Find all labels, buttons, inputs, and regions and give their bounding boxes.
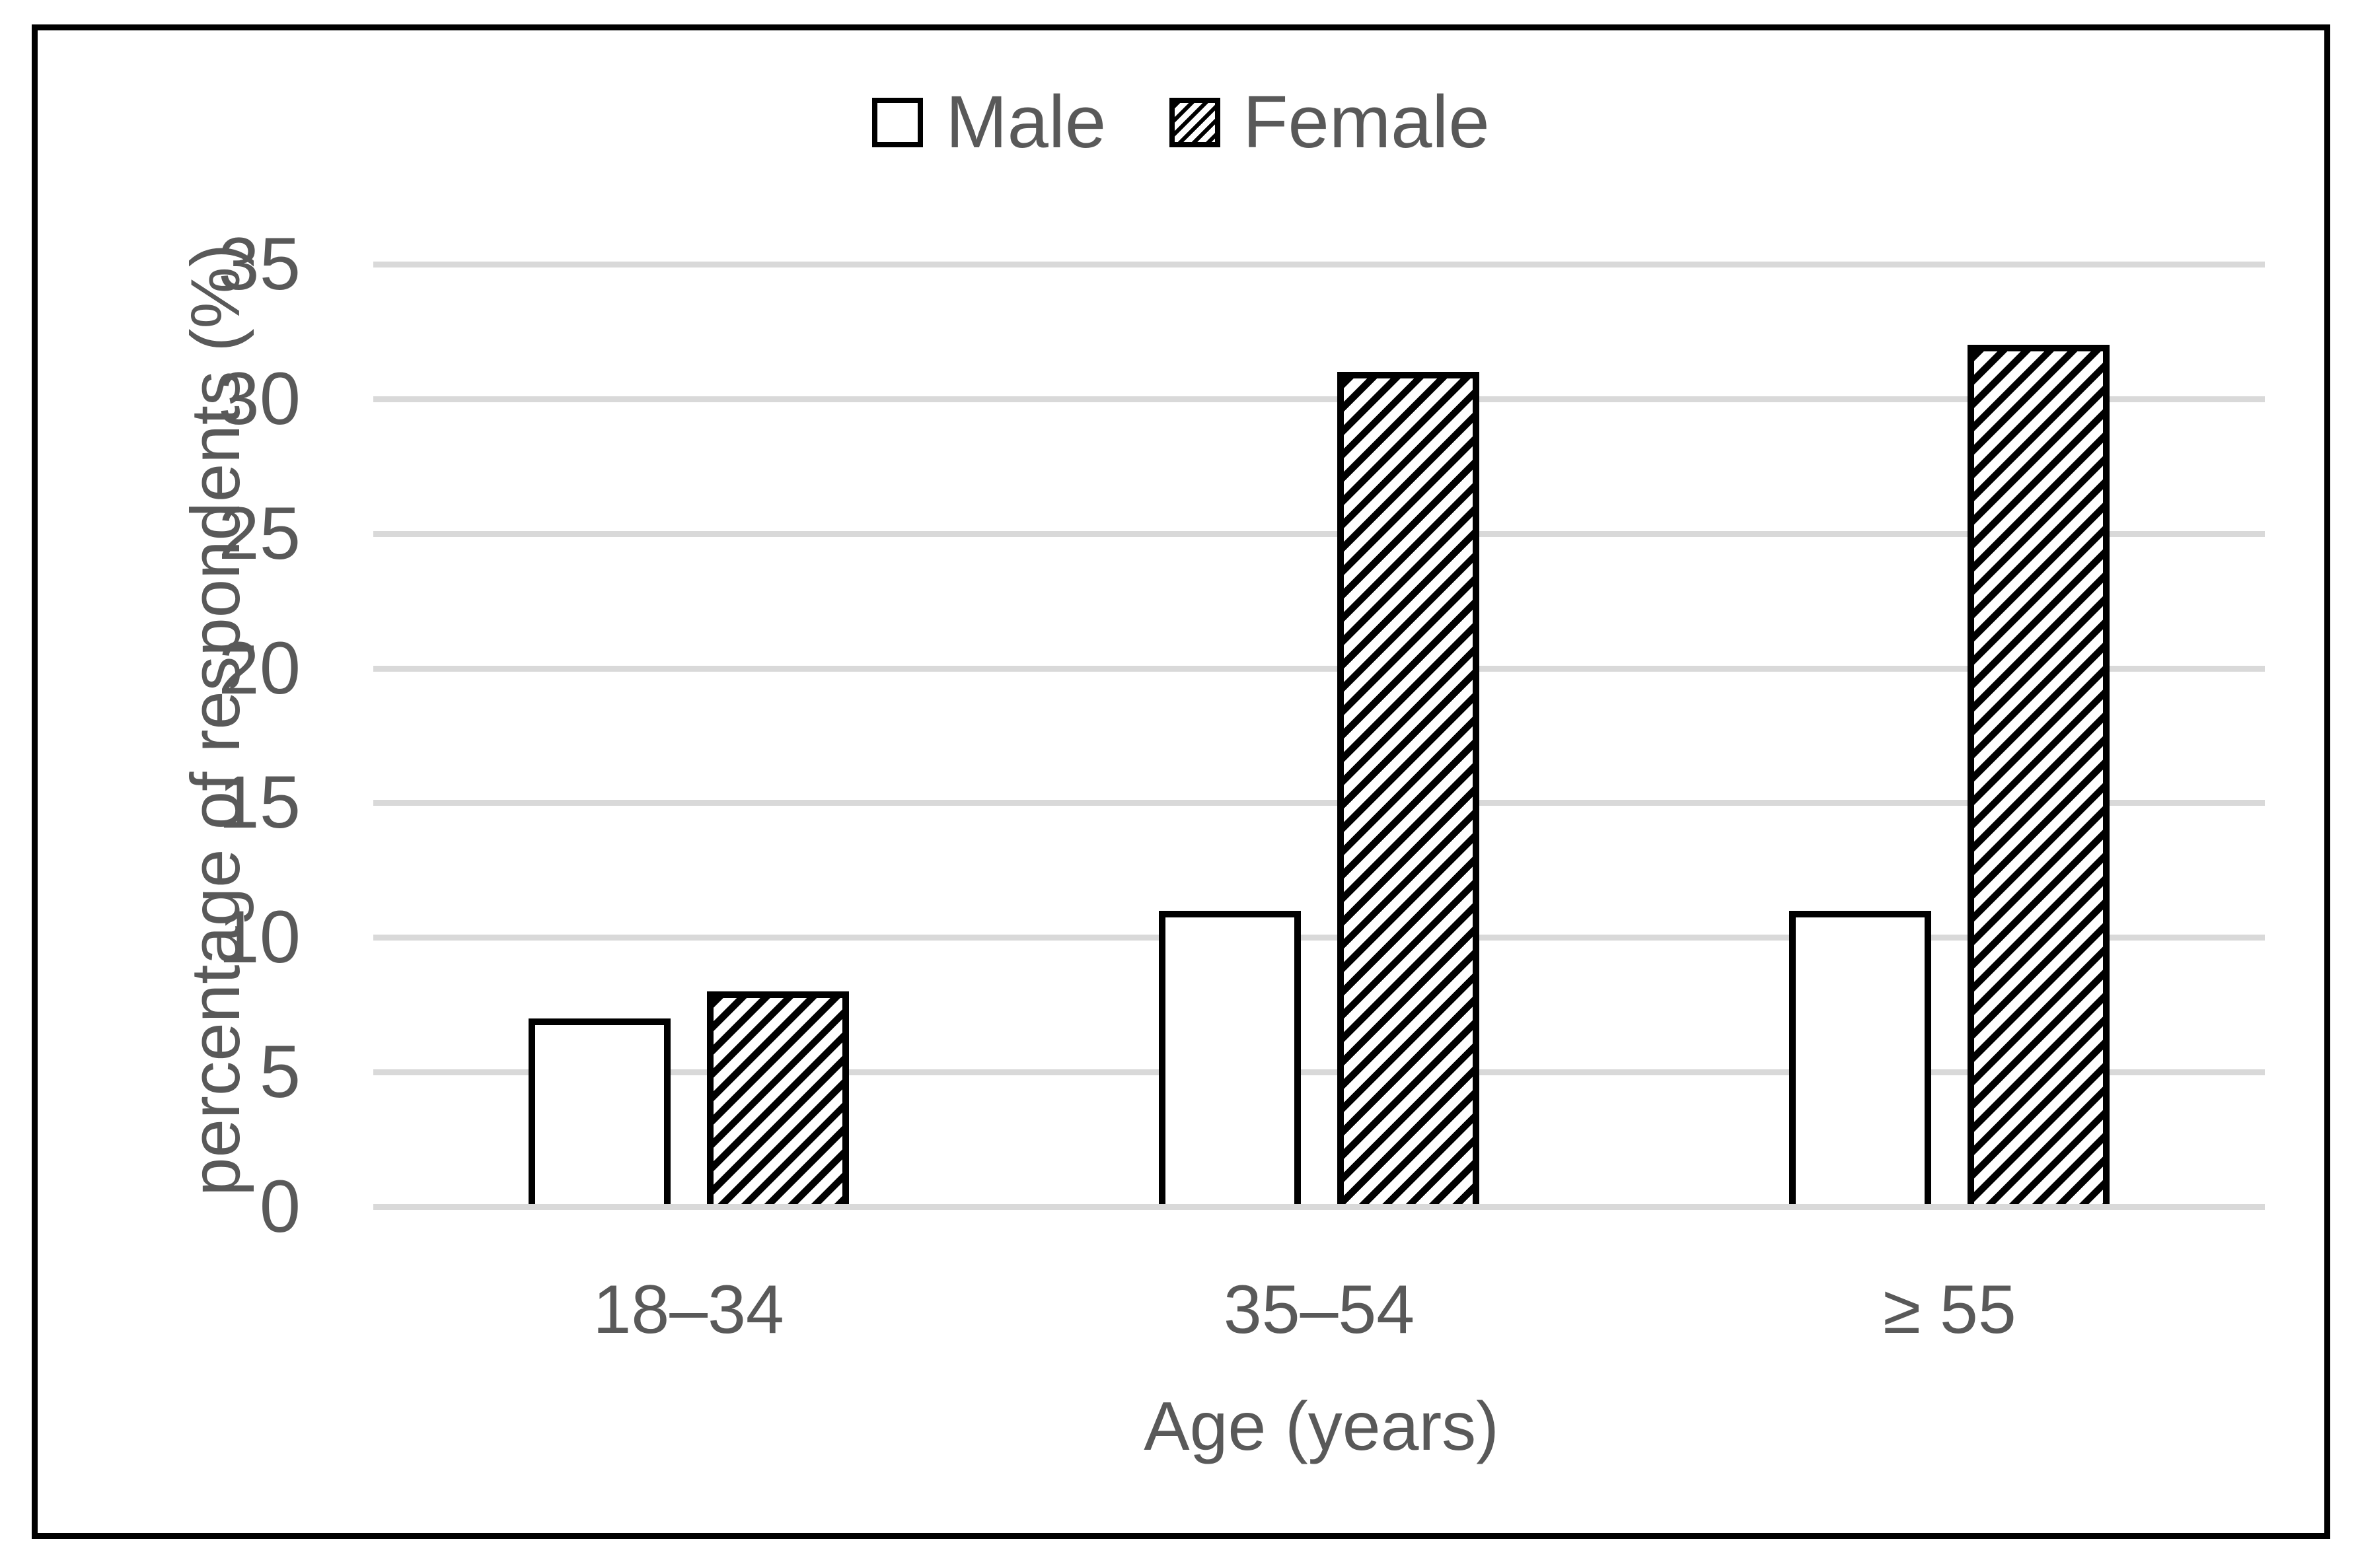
female-hatch-swatch-icon	[1169, 97, 1221, 147]
y-tick-label-10: 10	[218, 896, 301, 979]
bar-female-group2	[1337, 372, 1479, 1207]
y-tick-label-15: 15	[218, 761, 301, 844]
y-tick-label-0: 0	[259, 1165, 301, 1248]
legend-label-female: Female	[1243, 81, 1490, 163]
legend: Male Female	[32, 81, 2330, 163]
gridline-10	[373, 935, 2265, 941]
legend-label-male: Male	[945, 81, 1107, 163]
bar-female-group3	[1968, 345, 2110, 1207]
male-swatch-icon	[872, 97, 924, 147]
gridline-20	[373, 665, 2265, 672]
y-tick-label-30: 30	[218, 357, 301, 440]
category-label-group3: ≥ 55	[1883, 1271, 2016, 1348]
y-tick-label-5: 5	[259, 1030, 301, 1114]
bar-male-group3	[1789, 910, 1932, 1207]
legend-item-female: Female	[1169, 81, 1490, 163]
x-axis-line	[373, 1204, 2265, 1210]
gridline-35	[373, 262, 2265, 267]
category-label-group2: 35–54	[1223, 1271, 1415, 1348]
category-label-group1: 18–34	[593, 1271, 784, 1348]
legend-item-male: Male	[872, 85, 1106, 159]
gridline-30	[373, 396, 2265, 402]
x-axis-title: Age (years)	[1144, 1388, 1499, 1465]
gridline-5	[373, 1069, 2265, 1076]
y-tick-label-35: 35	[218, 223, 301, 305]
gridline-15	[373, 800, 2265, 806]
chart-frame	[32, 24, 2330, 1539]
y-tick-label-20: 20	[218, 626, 301, 709]
bar-male-group1	[528, 1018, 671, 1207]
bar-female-group1	[706, 991, 849, 1207]
y-tick-label-25: 25	[218, 491, 301, 575]
gridline-25	[373, 530, 2265, 537]
y-axis-title: percentage of respondents (%)	[177, 244, 254, 1196]
bar-male-group2	[1159, 910, 1301, 1207]
